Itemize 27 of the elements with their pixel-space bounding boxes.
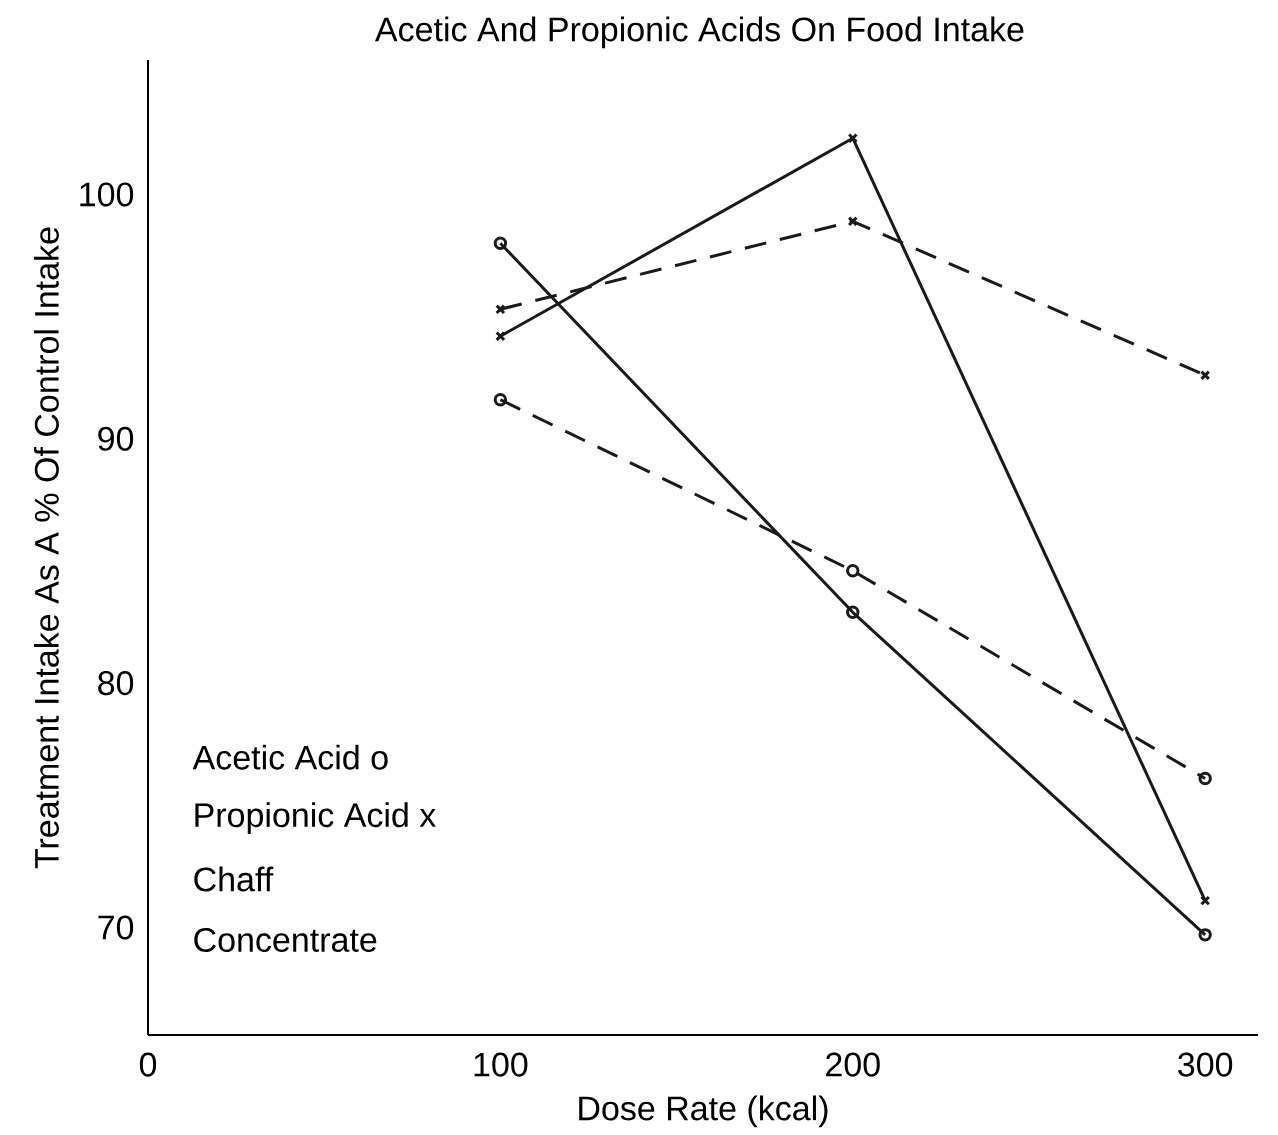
point bbox=[1199, 370, 1211, 381]
point bbox=[847, 133, 858, 144]
point bbox=[846, 605, 860, 619]
point bbox=[1198, 928, 1212, 942]
annotation: Propionic Acid x bbox=[195, 802, 436, 834]
point bbox=[1198, 771, 1212, 786]
point bbox=[1199, 895, 1211, 906]
annotation: Chaff bbox=[194, 866, 274, 892]
chart-title: Acetic And Propionic Acids On Food Intake bbox=[375, 16, 1024, 49]
y-tick-label: 80 bbox=[98, 671, 134, 696]
point bbox=[846, 564, 860, 578]
annotation: Concentrate bbox=[194, 927, 377, 952]
y-tick-label: 70 bbox=[98, 915, 134, 940]
point bbox=[493, 236, 508, 250]
point bbox=[493, 392, 508, 407]
x-tick-label: 100 bbox=[474, 1052, 528, 1077]
x-tick-label: 200 bbox=[826, 1052, 880, 1077]
x-axis-title: Dose Rate (kcal) bbox=[579, 1095, 828, 1128]
y-tick-label: 100 bbox=[80, 182, 134, 207]
point bbox=[495, 304, 506, 315]
x-tick-label: 300 bbox=[1178, 1052, 1233, 1077]
y-axis-title: Treatment Intake As A % Of Control Intake bbox=[33, 227, 59, 869]
point bbox=[847, 216, 858, 227]
point bbox=[495, 330, 506, 342]
x-tick-label: 0 bbox=[139, 1052, 157, 1077]
annotation: Acetic Acid o bbox=[192, 744, 388, 770]
y-tick-label: 90 bbox=[98, 426, 134, 451]
